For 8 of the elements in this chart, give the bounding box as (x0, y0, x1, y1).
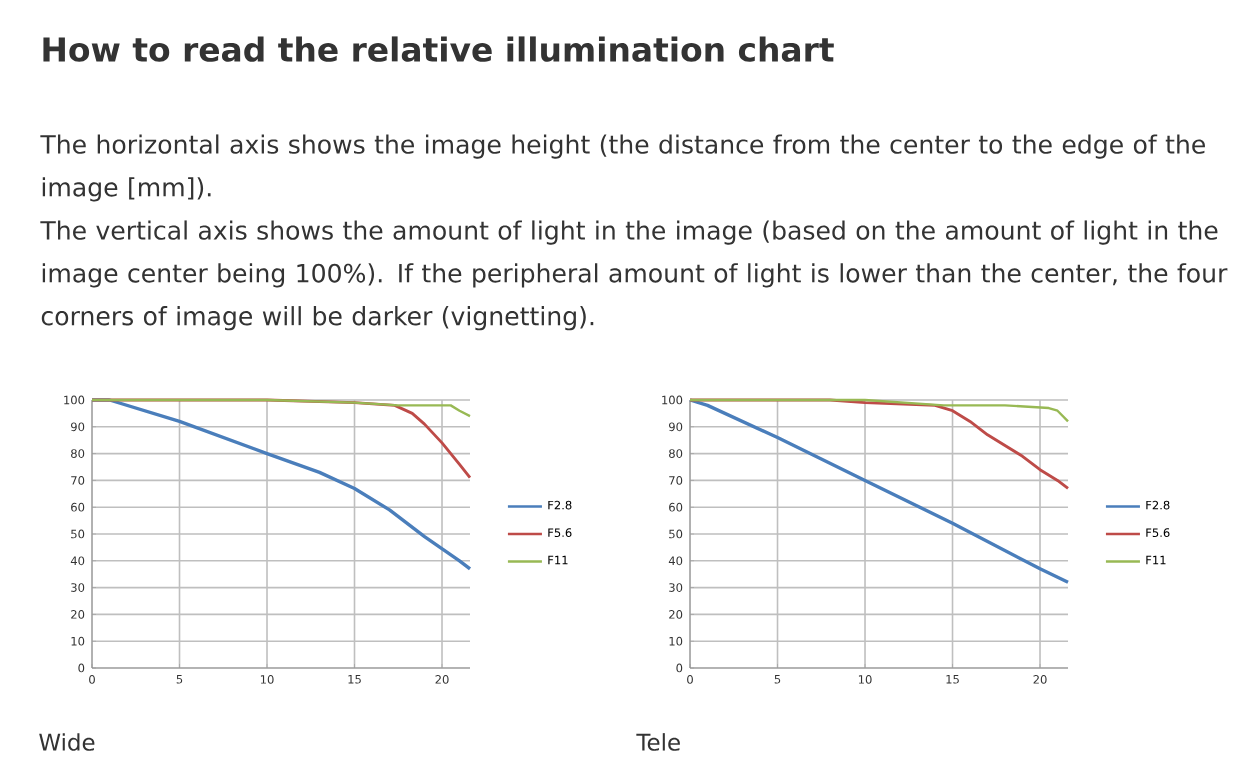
line-series (688, 398, 1070, 584)
line-series (688, 398, 1070, 423)
text: The horizontal axis shows the image height (the distance from the center to the edge of the image [mm]). (40, 134, 1205, 202)
text: Tele (636, 733, 680, 751)
text: Wide (39, 733, 95, 751)
line-series (90, 398, 472, 418)
text: How to read the relative illumination chart (43, 36, 834, 62)
text: The vertical axis shows the amount of light in the image (based on the amount of light in the image center being 100%). If the peripheral amount of light is lower than the center, the four corners of image will be darker (vignetting). (40, 220, 1228, 331)
